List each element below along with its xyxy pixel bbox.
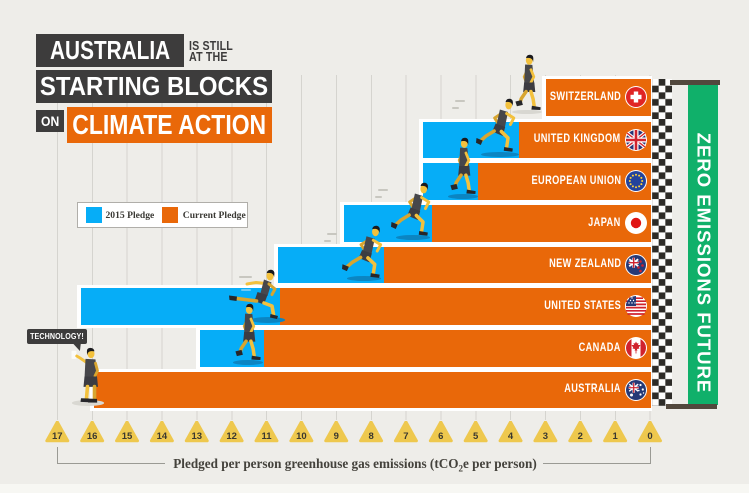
svg-text:14: 14 (157, 431, 168, 442)
svg-text:2: 2 (578, 431, 583, 442)
svg-text:10: 10 (296, 431, 307, 442)
svg-text:17: 17 (52, 431, 63, 442)
svg-text:16: 16 (87, 431, 98, 442)
svg-text:15: 15 (122, 431, 133, 442)
svg-text:3: 3 (543, 431, 548, 442)
svg-text:11: 11 (261, 431, 272, 442)
svg-text:5: 5 (473, 431, 479, 442)
svg-text:1: 1 (612, 431, 618, 442)
svg-text:4: 4 (508, 431, 514, 442)
svg-text:9: 9 (334, 431, 339, 442)
svg-text:12: 12 (226, 431, 237, 442)
svg-text:7: 7 (403, 431, 408, 442)
svg-text:0: 0 (647, 431, 652, 442)
svg-text:6: 6 (438, 431, 443, 442)
svg-text:8: 8 (368, 431, 373, 442)
svg-text:13: 13 (191, 431, 202, 442)
